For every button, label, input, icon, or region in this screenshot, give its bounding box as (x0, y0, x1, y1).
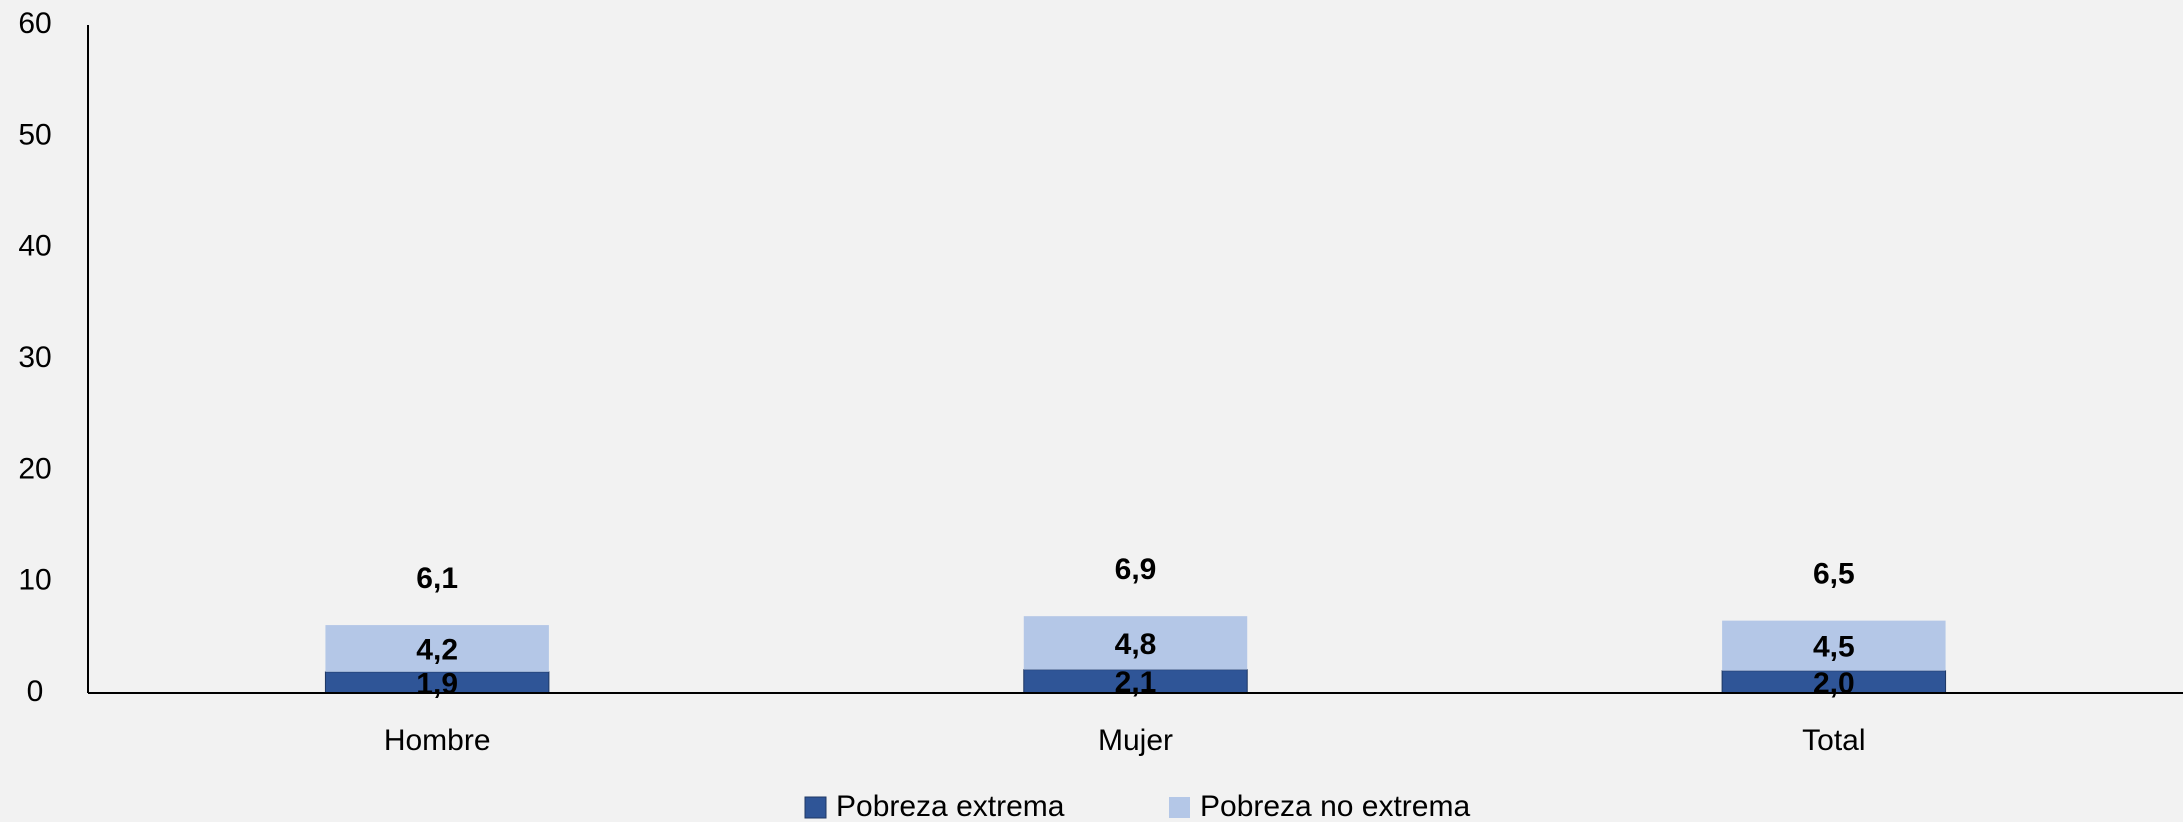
value-label: 4,5 (1813, 631, 1855, 664)
total-label: 6,9 (1115, 553, 1157, 586)
y-tick-label: 60 (18, 7, 51, 40)
y-tick-label: 0 (27, 675, 44, 708)
bar-segment (1023, 616, 1248, 670)
value-label: 2,1 (1115, 666, 1157, 699)
bar-segment (325, 625, 549, 672)
bar-segment (1722, 620, 1946, 671)
y-tick-label: 40 (18, 230, 51, 263)
y-tick-label: 20 (18, 452, 51, 485)
x-tick-label: Hombre (384, 724, 491, 757)
value-label: 2,0 (1813, 667, 1855, 700)
value-label: 4,2 (416, 633, 458, 666)
legend-label: Pobreza extrema (836, 790, 1065, 822)
total-label: 6,1 (416, 562, 458, 595)
y-tick-label: 50 (18, 118, 51, 151)
legend-swatch (1169, 797, 1190, 818)
total-label: 6,5 (1813, 558, 1855, 591)
y-tick-label: 30 (18, 341, 51, 374)
value-label: 1,9 (416, 667, 458, 700)
legend-label: Pobreza no extrema (1200, 790, 1470, 822)
legend-swatch (804, 796, 827, 819)
value-label: 4,8 (1115, 628, 1157, 661)
x-tick-label: Mujer (1098, 724, 1173, 757)
y-tick-label: 10 (18, 564, 51, 597)
x-tick-label: Total (1802, 724, 1865, 757)
